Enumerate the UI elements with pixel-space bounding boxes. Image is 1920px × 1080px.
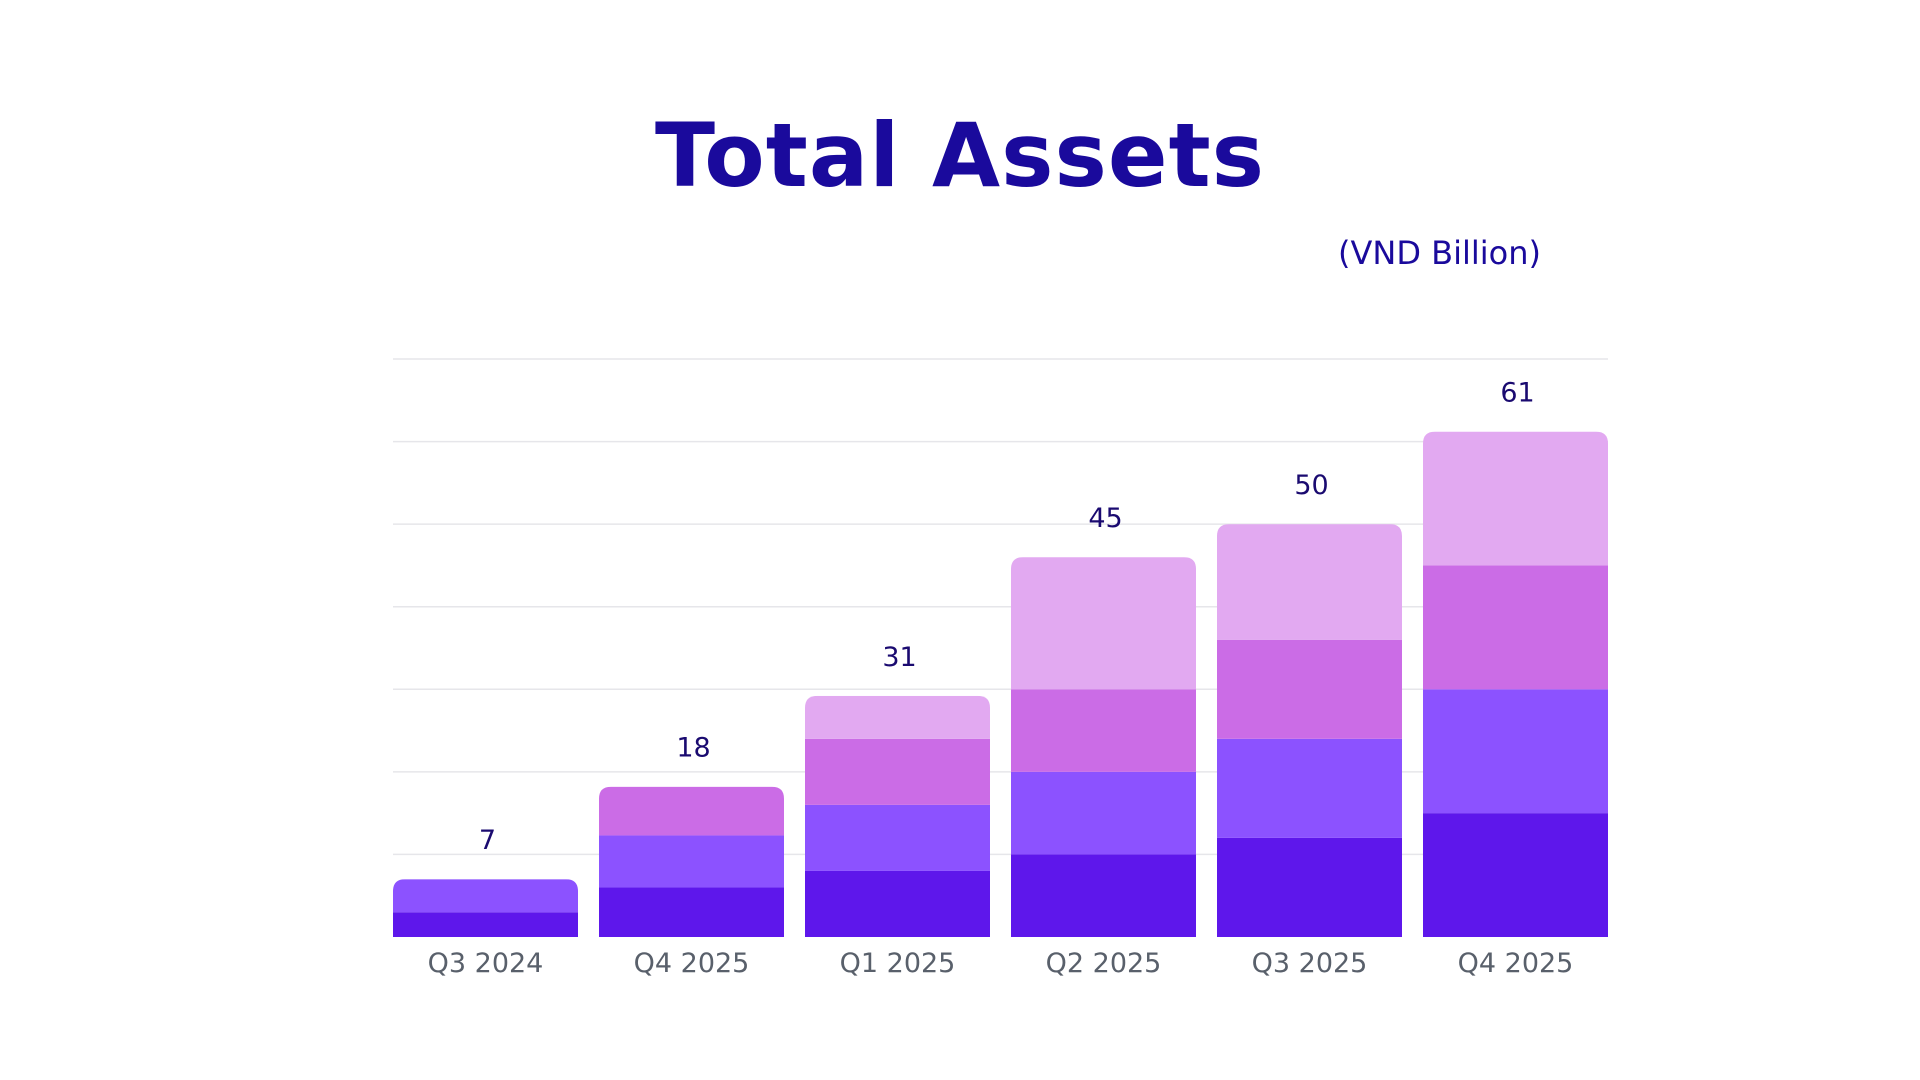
bar-segment: [393, 879, 578, 913]
x-tick-label: Q2 2025: [1046, 948, 1162, 979]
x-tick-label: Q3 2025: [1252, 948, 1368, 979]
data-label: 61: [1500, 378, 1534, 409]
chart-title: Total Assets: [654, 104, 1266, 207]
bar-segment: [1423, 689, 1608, 814]
bar-segment: [1011, 557, 1196, 690]
bar-segment: [805, 695, 990, 739]
bar-segment: [805, 804, 990, 871]
bar-segment: [1011, 771, 1196, 855]
bar-segment: [1423, 565, 1608, 690]
x-tick-label: Q1 2025: [840, 948, 956, 979]
bar-segment: [1217, 524, 1402, 640]
bar-segment: [1423, 813, 1608, 937]
data-label: 18: [676, 733, 710, 764]
gridlines: [393, 358, 1608, 856]
data-label: 7: [479, 825, 496, 856]
data-label: 50: [1294, 470, 1328, 501]
bar-segment: [1423, 431, 1608, 566]
bars: [393, 431, 1608, 937]
bar-stack: [1011, 557, 1196, 937]
x-tick-label: Q4 2025: [634, 948, 750, 979]
bar-segment: [805, 870, 990, 937]
bar-stack: [393, 879, 578, 937]
bar-stack: [599, 786, 784, 937]
bar-segment: [1217, 639, 1402, 739]
chart-unit-label: (VND Billion): [1338, 234, 1541, 272]
bar-segment: [1217, 738, 1402, 838]
bar-segment: [599, 786, 784, 836]
x-tick-label: Q4 2025: [1458, 948, 1574, 979]
bar-stack: [1217, 524, 1402, 937]
bar-segment: [599, 835, 784, 888]
bar-segment: [1011, 854, 1196, 937]
data-label: 45: [1088, 503, 1122, 534]
x-tick-label: Q3 2024: [428, 948, 544, 979]
bar-stack: [805, 695, 990, 937]
bar-stack: [1423, 431, 1608, 937]
bar-segment: [1217, 837, 1402, 937]
bar-segment: [393, 912, 578, 937]
data-label: 31: [882, 642, 916, 673]
bar-segment: [805, 738, 990, 805]
bar-segment: [1011, 689, 1196, 772]
bar-segment: [599, 887, 784, 937]
labels: 7 Q3 2024 18 Q4 2025 31 Q1 2025 45 Q2 2025 50 Q3 …: [428, 378, 1574, 979]
